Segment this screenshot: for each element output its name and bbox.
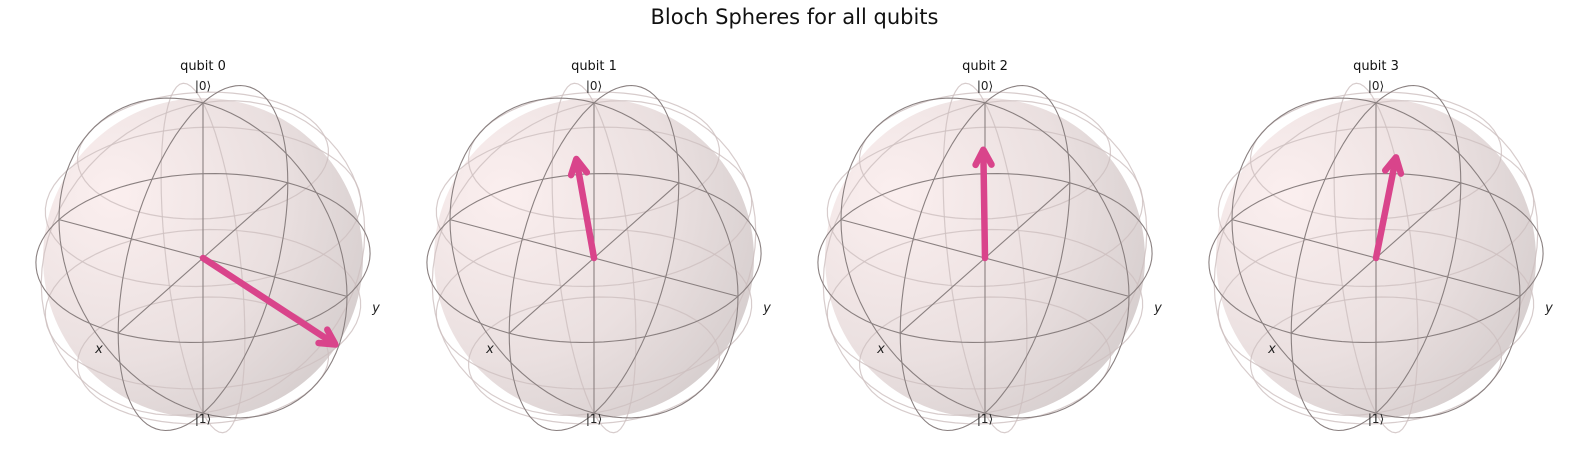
subplot-title: qubit 0: [180, 59, 226, 74]
y-axis-label: y: [1153, 301, 1162, 316]
ket-one-label: |1⟩: [586, 412, 602, 426]
bloch-vector-arrow: [980, 150, 989, 262]
ket-zero-label: |0⟩: [195, 79, 211, 93]
x-axis-label: x: [94, 342, 103, 357]
ket-zero-label: |0⟩: [1368, 79, 1384, 93]
subplot-title: qubit 2: [962, 59, 1008, 74]
y-axis-label: y: [762, 301, 771, 316]
figure-title: Bloch Spheres for all qubits: [650, 5, 939, 29]
bloch-vector-arrowhead: [972, 146, 995, 169]
bloch-sphere-1: qubit 1 |0⟩ |1⟩ x y: [426, 59, 771, 434]
y-axis-label: y: [371, 301, 380, 316]
ket-zero-label: |0⟩: [977, 79, 993, 93]
bloch-sphere-2: qubit 2 |0⟩ |1⟩ x y: [817, 59, 1162, 434]
ket-zero-label: |0⟩: [586, 79, 602, 93]
y-axis-label: y: [1544, 301, 1553, 316]
ket-one-label: |1⟩: [195, 412, 211, 426]
bloch-vector-arrow: [199, 254, 336, 346]
subplot-title: qubit 3: [1353, 59, 1399, 74]
x-axis-label: x: [876, 342, 885, 357]
bloch-sphere-3: qubit 3 |0⟩ |1⟩ x y: [1208, 59, 1553, 434]
bloch-vector-arrow: [1372, 158, 1399, 262]
ket-one-label: |1⟩: [1368, 412, 1384, 426]
x-axis-label: x: [1267, 342, 1276, 357]
bloch-sphere-0: qubit 0 |0⟩ |1⟩ x y: [35, 59, 380, 434]
bloch-vector-arrowhead: [315, 326, 339, 348]
bloch-vector-arrowhead: [1381, 154, 1405, 177]
bloch-vector-arrow: [573, 159, 598, 262]
bloch-vector-arrowhead: [567, 155, 591, 179]
ket-one-label: |1⟩: [977, 412, 993, 426]
subplot-title: qubit 1: [571, 59, 617, 74]
x-axis-label: x: [485, 342, 494, 357]
